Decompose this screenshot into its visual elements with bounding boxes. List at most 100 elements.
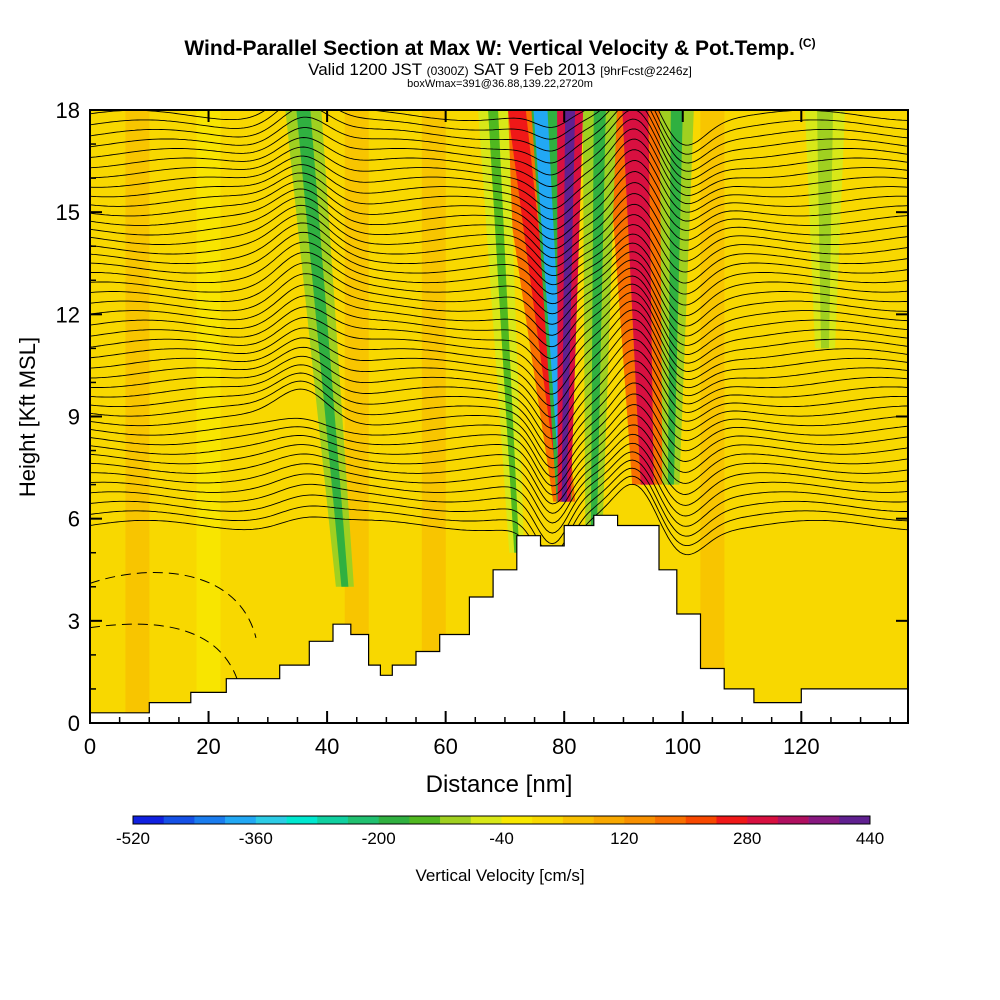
x-tick-label: 60 (433, 734, 457, 759)
isentrope-line (90, 160, 908, 231)
colorbar-swatch (532, 816, 564, 824)
isentrope-line (90, 171, 908, 240)
isentrope-line (90, 442, 908, 524)
isentrope-line (90, 267, 908, 337)
subtitle-forecast: [9hrFcst@2246z] (600, 64, 692, 78)
colorbar-swatch (347, 816, 379, 824)
isentrope-line (90, 110, 908, 164)
colorbar-swatch (470, 816, 502, 824)
x-tick-label: 0 (84, 734, 96, 759)
isentrope-line (90, 291, 908, 371)
colorbar-frame (132, 815, 871, 825)
isentrope-line (90, 414, 908, 496)
subtitle-valid-time: Valid 1200 JST (308, 60, 427, 79)
isentrope-line (90, 338, 908, 429)
colorbar-swatch (624, 816, 656, 824)
colorbar-tick-label: -360 (239, 829, 273, 848)
colorbar-swatch (194, 816, 226, 824)
isentrope-line (90, 231, 908, 295)
isentrope-line (90, 433, 908, 514)
isentrope-line (90, 110, 908, 146)
isentrope-line (90, 483, 908, 579)
potential-temperature-contours (90, 110, 908, 683)
isentrope-line (90, 328, 908, 418)
downdraft-core (590, 110, 606, 536)
colorbar-tick-label: 120 (610, 829, 638, 848)
downdraft-core (817, 110, 834, 349)
copyright-mark: (C) (798, 36, 816, 50)
terrain-mask (89, 514, 909, 724)
colorbar: -520 -360 -200 -40 120 280 440 (116, 815, 884, 848)
y-tick-label: 0 (68, 711, 80, 736)
dashed-contour (90, 572, 257, 638)
colorbar-swatch (286, 816, 318, 824)
x-tick-label: 40 (315, 734, 339, 759)
colorbar-swatch (163, 816, 195, 824)
y-tick-label: 6 (68, 507, 80, 532)
isentrope-line (90, 128, 908, 199)
colorbar-label: Vertical Velocity [cm/s] (415, 866, 584, 885)
isentrope-line (90, 371, 908, 460)
isentrope-line (90, 241, 908, 306)
w-band (854, 110, 879, 723)
isentrope-line (90, 393, 908, 478)
y-tick-label: 9 (68, 405, 80, 430)
chart-title-text: Wind-Parallel Section at Max W: Vertical… (184, 37, 795, 60)
colorbar-tick-label: -200 (362, 829, 396, 848)
isentrope-line (90, 404, 908, 487)
isentrope-line (90, 149, 908, 220)
axes: 0 20 40 60 80 100 120 0 3 6 9 12 15 18 (56, 98, 908, 759)
colorbar-swatch (808, 816, 840, 824)
colorbar-swatch (593, 816, 625, 824)
isentrope-line (90, 110, 908, 172)
colorbar-swatch (685, 816, 717, 824)
colorbar-tick-label: 440 (856, 829, 884, 848)
isentrope-line (90, 138, 908, 210)
chart-subtitle: Valid 1200 JST (0300Z) SAT 9 Feb 2013 [9… (0, 60, 1000, 80)
isentrope-line (90, 203, 908, 268)
isentrope-line (90, 318, 908, 407)
x-tick-label: 80 (552, 734, 576, 759)
x-axis-label: Distance [nm] (426, 771, 573, 798)
y-tick-label: 3 (68, 609, 80, 634)
x-tick-label: 20 (196, 734, 220, 759)
colorbar-swatch (409, 816, 441, 824)
isentrope-line (90, 451, 908, 534)
subtitle-date: SAT 9 Feb 2013 (468, 60, 601, 79)
isentrope-line (90, 110, 908, 155)
downdraft-core (488, 110, 520, 553)
isentrope-line (90, 275, 908, 348)
colorbar-swatch (777, 816, 809, 824)
downdraft-core (296, 110, 349, 587)
isentrope-line (90, 475, 908, 567)
isentrope-line (90, 118, 908, 188)
isentrope-line (90, 259, 908, 327)
isentrope-line (90, 467, 908, 556)
isentrope-line (90, 349, 908, 440)
y-tick-label: 15 (56, 200, 80, 225)
isentrope-line (90, 459, 908, 545)
w-band (700, 110, 725, 723)
isentrope-line (90, 300, 908, 383)
colorbar-tick-label: 280 (733, 829, 761, 848)
x-tick-label: 120 (783, 734, 820, 759)
isentrope-line (90, 382, 908, 469)
dashed-contour (90, 623, 239, 683)
isentrope-line (90, 182, 908, 250)
terrain-polygon (89, 514, 909, 724)
y-tick-label: 12 (56, 302, 80, 327)
colorbar-swatch (378, 816, 410, 824)
isentrope-line (90, 110, 908, 180)
colorbar-swatch (655, 816, 687, 824)
colorbar-swatch (716, 816, 748, 824)
colorbar-swatch (562, 816, 594, 824)
colorbar-swatch (133, 816, 165, 824)
isentrope-line (90, 283, 908, 359)
chart-subtitle-box-wmax: boxWmax=391@36.88,139.22,2720m (407, 78, 593, 90)
colorbar-tick-label: -520 (116, 829, 150, 848)
subtitle-utc-time: (0300Z) (426, 64, 469, 78)
chart-title: Wind-Parallel Section at Max W: Vertical… (0, 36, 1000, 61)
w-band (196, 110, 221, 723)
isentrope-line (90, 424, 908, 505)
